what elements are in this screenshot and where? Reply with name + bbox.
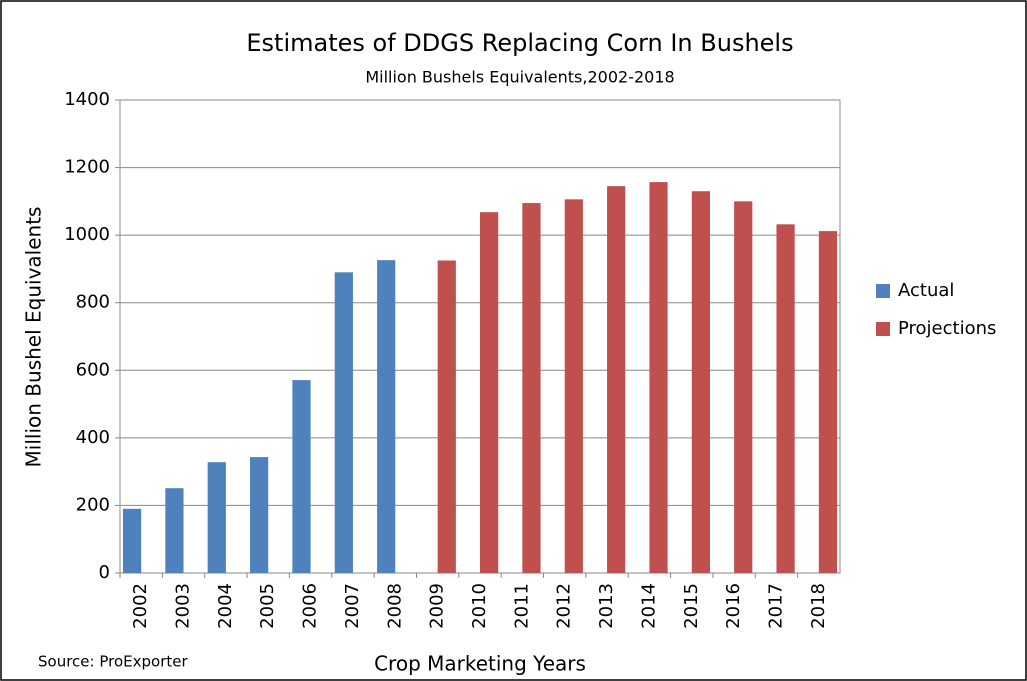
bar bbox=[292, 380, 311, 573]
x-tick-label: 2017 bbox=[765, 583, 786, 629]
x-tick-label: 2016 bbox=[723, 583, 744, 629]
x-tick-label: 2012 bbox=[554, 583, 575, 629]
chart-title: Estimates of DDGS Replacing Corn In Bush… bbox=[246, 29, 793, 57]
x-tick-label: 2005 bbox=[257, 583, 278, 629]
x-tick-label: 2014 bbox=[638, 583, 659, 629]
x-tick-label: 2011 bbox=[511, 583, 532, 629]
y-tick-label: 1400 bbox=[64, 89, 110, 110]
x-tick-label: 2007 bbox=[342, 583, 363, 629]
bar bbox=[122, 508, 142, 573]
x-tick-label: 2008 bbox=[384, 583, 405, 629]
x-tick-label: 2006 bbox=[300, 583, 321, 629]
y-tick-label: 400 bbox=[76, 427, 110, 448]
legend-label: Actual bbox=[898, 280, 954, 301]
bar bbox=[480, 212, 499, 573]
bar bbox=[334, 272, 353, 573]
x-tick-label: 2015 bbox=[681, 583, 702, 629]
bar bbox=[607, 186, 626, 573]
bar bbox=[564, 199, 583, 573]
x-tick-label: 2002 bbox=[130, 583, 151, 629]
chart-subtitle: Million Bushels Equivalents,2002-2018 bbox=[365, 68, 674, 87]
y-tick-label: 1200 bbox=[64, 157, 110, 178]
bar bbox=[377, 260, 396, 573]
y-tick-label: 800 bbox=[76, 292, 110, 313]
y-tick-label: 600 bbox=[76, 359, 110, 380]
x-tick-label: 2009 bbox=[427, 583, 448, 629]
x-tick-label: 2010 bbox=[469, 583, 490, 629]
source-note: Source: ProExporter bbox=[38, 653, 188, 671]
bar bbox=[734, 201, 753, 573]
x-tick-label: 2004 bbox=[215, 583, 236, 629]
x-axis-label: Crop Marketing Years bbox=[374, 652, 586, 676]
y-tick-label: 0 bbox=[99, 562, 110, 583]
bar bbox=[691, 191, 710, 573]
y-tick-label: 200 bbox=[76, 494, 110, 515]
x-tick-label: 2013 bbox=[596, 583, 617, 629]
y-tick-label: 1000 bbox=[64, 224, 110, 245]
legend-swatch bbox=[876, 284, 890, 298]
bar bbox=[207, 462, 226, 573]
bar bbox=[818, 231, 838, 574]
bar bbox=[250, 457, 269, 573]
legend-label: Projections bbox=[898, 318, 996, 339]
bar bbox=[437, 260, 456, 573]
legend-swatch bbox=[876, 322, 890, 336]
y-axis-label: Million Bushel Equivalents bbox=[22, 207, 46, 468]
bar bbox=[522, 203, 541, 573]
bar bbox=[649, 182, 668, 573]
x-tick-label: 2003 bbox=[173, 583, 194, 629]
bar bbox=[165, 488, 184, 573]
x-tick-label: 2018 bbox=[808, 583, 829, 629]
bar bbox=[776, 224, 795, 573]
